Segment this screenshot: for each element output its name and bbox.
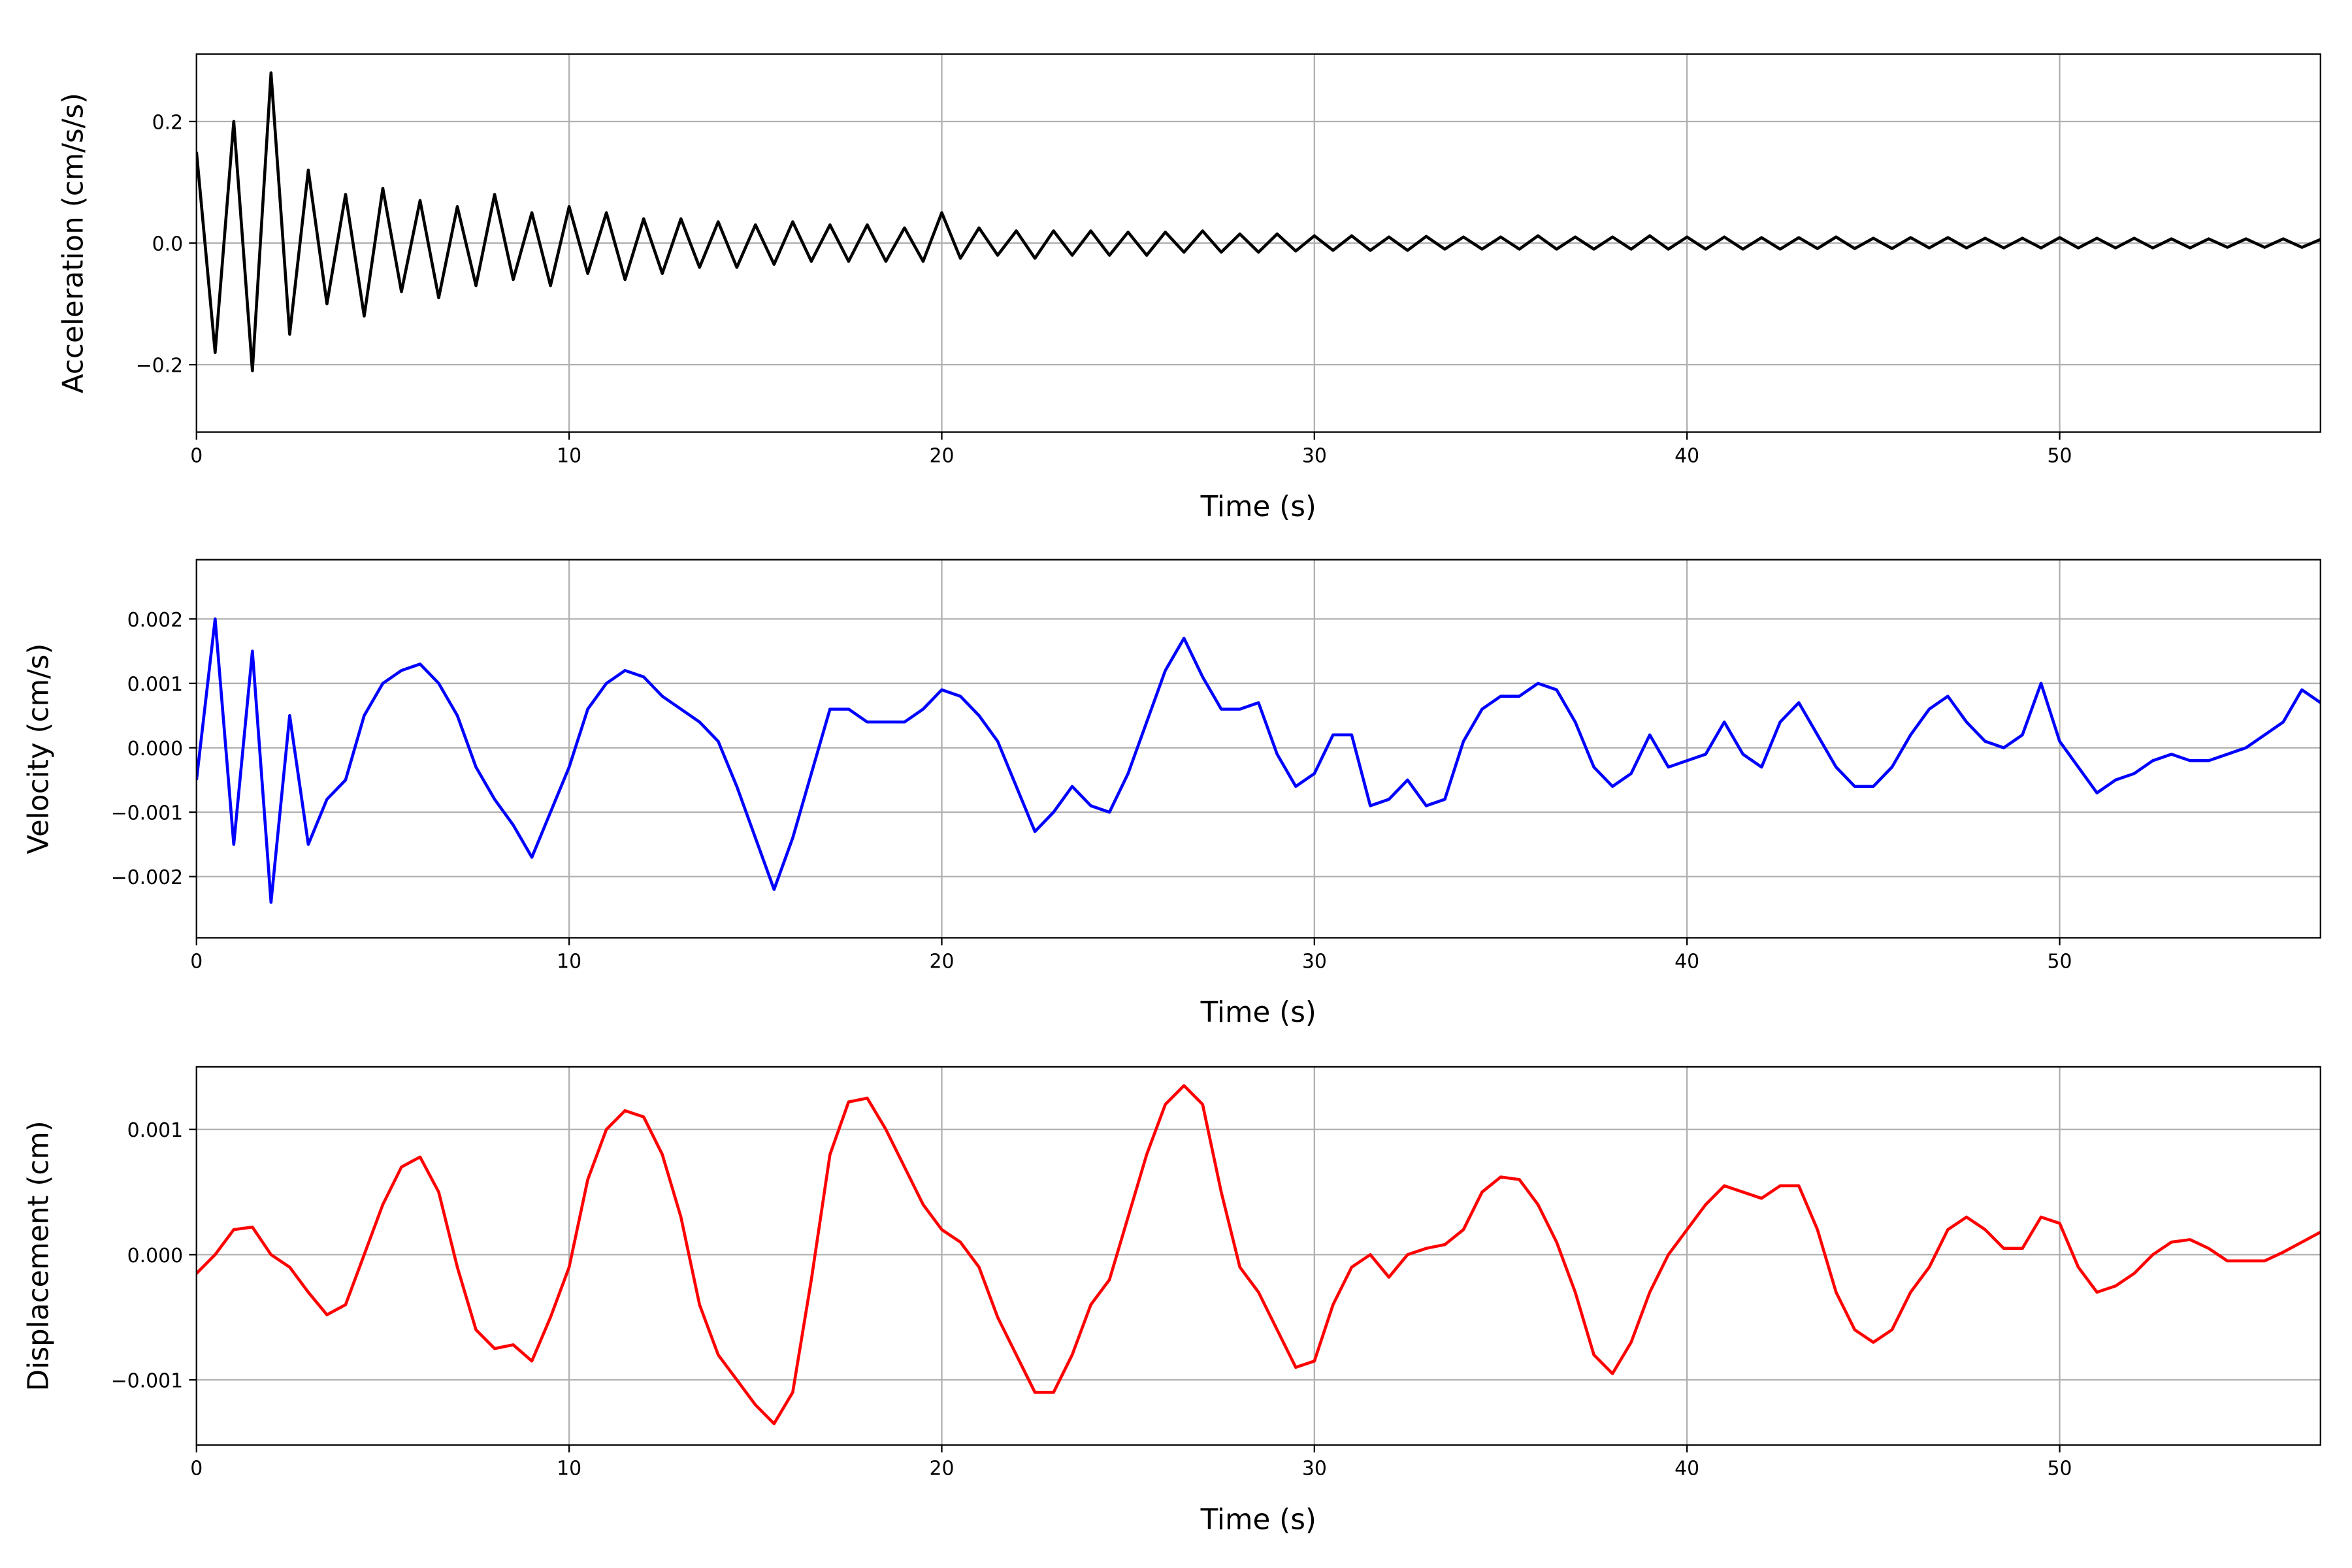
x-tick-label: 40 xyxy=(1674,1458,1699,1480)
data-line xyxy=(196,617,2321,904)
subplot: 0 10 20 30 40 50 −0.2 0.0 0.2 Time (s) Acceleratio… xyxy=(57,53,2321,523)
x-tick-label: 10 xyxy=(557,444,581,467)
axes-frame xyxy=(195,559,2321,939)
x-tick-label: 20 xyxy=(929,444,954,467)
x-axis-label: Time (s) xyxy=(1200,491,1316,523)
x-tick-label: 50 xyxy=(2048,950,2072,973)
y-tick-label: −0.2 xyxy=(136,355,183,378)
y-tick-label: 0.000 xyxy=(127,1245,183,1267)
x-tick-label: 30 xyxy=(1302,1458,1327,1480)
x-tick-label: 0 xyxy=(190,444,203,467)
x-tick-label: 30 xyxy=(1302,950,1327,973)
data-line xyxy=(196,1084,2321,1426)
x-tick-label: 10 xyxy=(557,1458,581,1480)
y-tick-label: 0.0 xyxy=(152,233,183,256)
x-tick-label: 20 xyxy=(929,1458,954,1480)
x-tick-label: 20 xyxy=(929,950,954,973)
x-tick-label: 50 xyxy=(2048,444,2072,467)
x-tick-label: 40 xyxy=(1674,950,1699,973)
x-tick-label: 30 xyxy=(1302,444,1327,467)
x-tick-label: 0 xyxy=(190,1458,203,1480)
x-tick-label: 50 xyxy=(2048,1458,2072,1480)
x-tick-label: 40 xyxy=(1674,444,1699,467)
y-tick-label: 0.000 xyxy=(127,738,183,760)
y-tick-label: −0.001 xyxy=(111,1370,183,1393)
y-axis-label: Displacement (cm) xyxy=(22,1120,55,1391)
subplot: 0 10 20 30 40 50 −0.002 −0.001 0.000 0.001 0.002 Ti… xyxy=(22,559,2321,1029)
subplot: 0 10 20 30 40 50 −0.001 0.000 0.001 Time (s) Displ… xyxy=(22,1066,2321,1536)
y-tick-label: −0.002 xyxy=(111,866,183,889)
y-tick-label: 0.2 xyxy=(152,111,183,134)
x-tick-label: 0 xyxy=(190,950,203,973)
y-tick-label: 0.001 xyxy=(127,673,183,696)
x-tick-label: 10 xyxy=(557,950,581,973)
y-axis-label: Velocity (cm/s) xyxy=(22,644,55,855)
x-axis-label: Time (s) xyxy=(1200,1503,1316,1536)
y-tick-label: 0.002 xyxy=(127,609,183,632)
y-axis-label: Acceleration (cm/s/s) xyxy=(57,93,90,393)
x-axis-label: Time (s) xyxy=(1200,996,1316,1029)
y-tick-label: 0.001 xyxy=(127,1119,183,1142)
data-line xyxy=(196,71,2321,372)
y-tick-label: −0.001 xyxy=(111,802,183,825)
axes-frame xyxy=(195,53,2321,433)
axes-frame xyxy=(195,1066,2321,1446)
